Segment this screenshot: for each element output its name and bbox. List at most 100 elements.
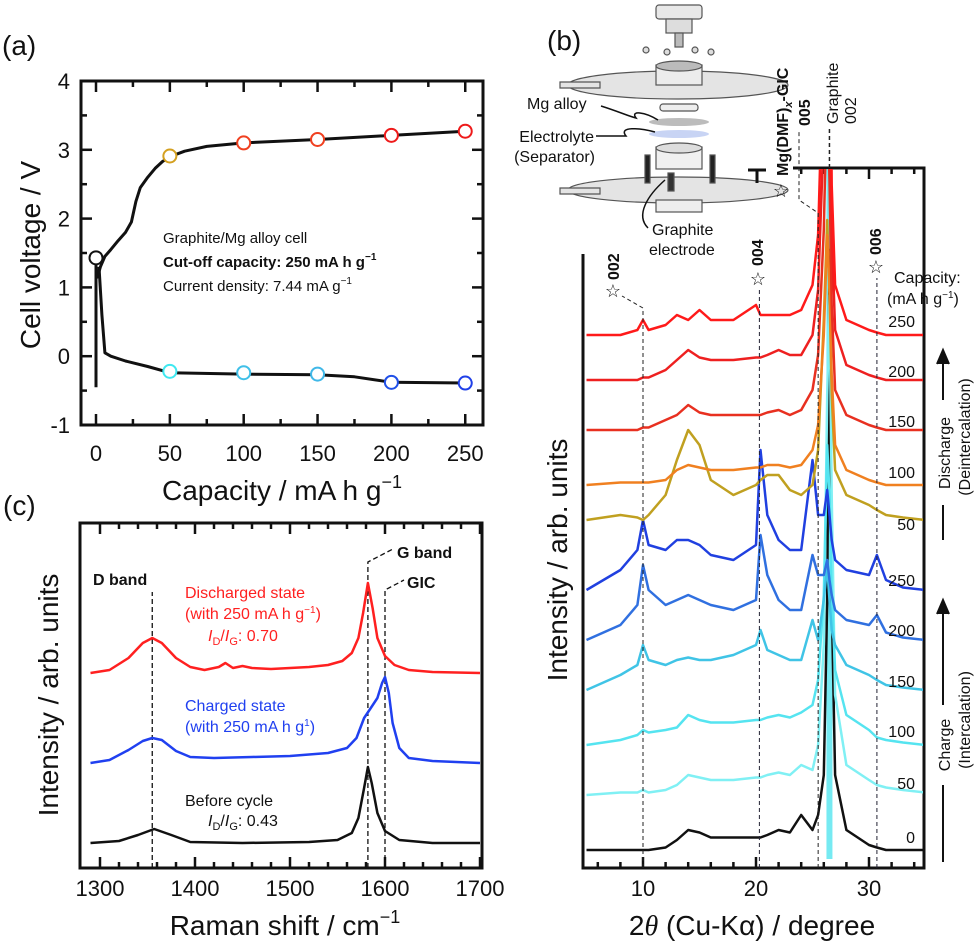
capacity-header: Capacity: xyxy=(894,270,961,287)
x-tick-label: 30 xyxy=(857,876,881,901)
y-tick-label: 3 xyxy=(58,138,70,163)
series-charge-line xyxy=(97,266,466,385)
x-axis-label-a: Capacity / mA h g−1 xyxy=(162,472,402,506)
xrd-pattern-charge-150 xyxy=(585,563,923,692)
xrd-pattern-discharge-50 xyxy=(586,218,923,522)
data-point-marker xyxy=(383,127,399,143)
annotation-cutoff: Cut-off capacity: 250 mA h g−1 xyxy=(163,252,377,271)
discharge-label: Discharge xyxy=(937,417,954,489)
x-tick-label: 250 xyxy=(447,441,484,466)
schematic-leaders xyxy=(596,105,666,229)
panel-label-a: (a) xyxy=(2,30,36,61)
star-icon: ☆ xyxy=(868,257,884,277)
xrd-pattern-charge-200 xyxy=(585,533,923,642)
process-arrows xyxy=(936,347,950,862)
g-band-label: G band xyxy=(397,545,452,562)
plot-area-c xyxy=(90,581,481,845)
tick-labels-a: 0 50 100 150 200 250 -1 0 1 2 3 4 xyxy=(50,69,483,466)
reflection-002-label: 002 xyxy=(606,253,623,280)
capacity-label: 200 xyxy=(888,623,915,640)
intercalation-label: (Intercalation) xyxy=(957,671,974,769)
capacity-label: 50 xyxy=(897,776,915,793)
cell-schematic xyxy=(559,4,789,213)
reflection-guides-b xyxy=(621,128,878,868)
panel-b: (b) Mg alloy xyxy=(514,4,974,942)
band-guides-c xyxy=(151,548,405,868)
annotation-cell: Graphite/Mg alloy cell xyxy=(163,230,307,247)
capacity-label: 250 xyxy=(888,314,915,331)
star-icon: ☆ xyxy=(773,181,789,201)
data-point-marker xyxy=(310,366,326,382)
x-tick-label: 1500 xyxy=(266,876,315,901)
panel-label-b: (b) xyxy=(547,25,581,56)
data-point-marker xyxy=(457,375,473,391)
raman-spectrum-line xyxy=(90,581,481,675)
data-point-marker xyxy=(162,148,178,164)
gic-guide xyxy=(384,579,405,868)
capacity-label: 250 xyxy=(888,573,915,590)
gic-label: GIC xyxy=(407,575,436,592)
star-icon: ☆ xyxy=(750,269,766,289)
star-icon: ☆ xyxy=(605,281,621,301)
axis-ticks-a xyxy=(81,79,483,427)
label-mg-alloy: Mg alloy xyxy=(527,96,587,113)
capacity-unit: (mA h g−1) xyxy=(887,290,959,308)
capacity-label: 100 xyxy=(888,724,915,741)
axis-ticks-c xyxy=(98,523,482,868)
capacity-label: 100 xyxy=(888,465,915,482)
data-point-marker xyxy=(236,135,252,151)
panel-a: (a) 0 50 100 150 200 250 -1 0 1 2 3 4 Capacity / mA… xyxy=(2,30,485,506)
plot-frame-c xyxy=(78,521,484,870)
x-tick-label: 20 xyxy=(744,876,768,901)
plot-frame-b xyxy=(581,166,926,870)
xrd-pattern-charge-0 xyxy=(586,248,923,852)
gic-title: Mg(DMF)x-GIC xyxy=(775,67,795,176)
label-electrolyte: Electrolyte xyxy=(519,129,594,146)
legend-charged: Charged state xyxy=(185,698,286,715)
capacity-labels: 0 50 100 150 200 250 50 100 150 200 250 xyxy=(888,314,915,847)
g-band-guide xyxy=(367,548,394,868)
legend-discharged: Discharged state xyxy=(185,585,305,602)
x-tick-label: 10 xyxy=(631,876,655,901)
y-tick-label: 4 xyxy=(58,69,70,94)
annotation-current: Current density: 7.44 mA g−1 xyxy=(163,276,352,295)
x-tick-label: 100 xyxy=(225,441,262,466)
label-graphite: Graphite xyxy=(652,222,713,239)
x-axis-label-b: 2θ (Cu-Kα) / degree xyxy=(629,910,875,942)
x-tick-label: 0 xyxy=(90,441,102,466)
x-tick-label: 1600 xyxy=(361,876,410,901)
legend-discharged-detail: (with 250 mA h g−1) xyxy=(185,605,321,623)
reflection-004-label: 004 xyxy=(750,239,767,266)
raman-spectrum-line xyxy=(90,765,480,845)
y-tick-label: 2 xyxy=(58,207,70,232)
x-tick-label: 1400 xyxy=(171,876,220,901)
plot-area-b xyxy=(585,169,923,852)
xrd-pattern-discharge-200 xyxy=(586,169,923,382)
graphite-002-label: 002 xyxy=(843,97,860,124)
data-point-marker xyxy=(310,131,326,147)
xrd-pattern-charge-50 xyxy=(586,293,923,797)
x-tick-label: 1300 xyxy=(76,876,125,901)
x-tick-label: 50 xyxy=(158,441,182,466)
y-tick-label: 0 xyxy=(58,344,70,369)
panel-label-c: (c) xyxy=(3,490,36,521)
capacity-label: 50 xyxy=(897,517,915,534)
markers-a xyxy=(88,123,473,391)
x-tick-label: 200 xyxy=(373,441,410,466)
capacity-label: 200 xyxy=(888,364,915,381)
reflection-005-label: 005 xyxy=(797,99,814,126)
raman-spectrum-line xyxy=(90,675,481,765)
x-tick-label: 150 xyxy=(299,441,336,466)
y-tick-label: -1 xyxy=(50,413,70,438)
capacity-label: 0 xyxy=(906,830,915,847)
legend-before-cycle: Before cycle xyxy=(185,793,273,810)
data-point-marker xyxy=(162,363,178,379)
label-electrode: electrode xyxy=(649,242,715,259)
label-separator: (Separator) xyxy=(514,149,595,166)
y-axis-label-a: Cell voltage / V xyxy=(15,161,46,350)
deintercalation-label: (Deintercalation) xyxy=(957,378,974,495)
reflection-002-guide xyxy=(621,295,644,868)
ratio-before: ID/IG: 0.43 xyxy=(208,813,278,833)
d-band-label: D band xyxy=(93,572,147,589)
